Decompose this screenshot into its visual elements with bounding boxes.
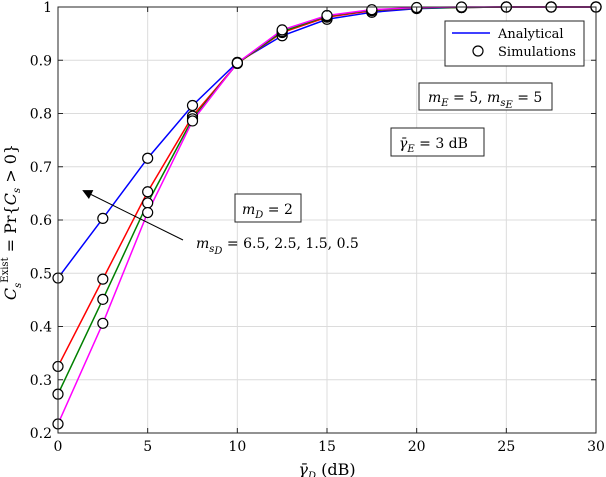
series-3-point [186, 115, 199, 127]
x-tick-label: 5 [143, 439, 152, 455]
series-0-point [97, 212, 109, 225]
series-3-point [231, 57, 243, 69]
x-tick-label: 0 [54, 439, 63, 455]
legend: Analytical Simulations [444, 20, 585, 67]
annotation-arrow [82, 190, 184, 241]
y-tick-label: 0.9 [30, 53, 52, 69]
series-3-point [97, 317, 109, 329]
svg-text:mD = 2: mD = 2 [242, 202, 293, 221]
series-0-point [142, 152, 154, 164]
series-0-point [186, 99, 199, 112]
y-axis-ticks: 0.2 0.3 0.4 0.5 0.6 0.7 0.8 0.9 1 [30, 0, 596, 442]
legend-simulations-label: Simulations [498, 45, 576, 60]
series-3-point [276, 24, 288, 36]
legend-analytical-label: Analytical [497, 27, 564, 42]
svg-text:mE = 5, msE = 5: mE = 5, msE = 5 [428, 90, 542, 111]
y-tick-label: 0.7 [30, 160, 52, 176]
x-tick-label: 20 [408, 439, 426, 455]
x-axis-ticks: 0 5 10 15 20 25 30 [54, 7, 605, 455]
series-3-point [321, 9, 333, 22]
x-tick-label: 25 [497, 439, 515, 455]
annotation-m-e: mE = 5, msE = 5 [418, 82, 553, 111]
y-tick-label: 0.8 [30, 107, 52, 123]
series-3-point [142, 206, 154, 219]
y-tick-label: 0.4 [30, 320, 52, 336]
series-2-point [97, 293, 109, 305]
y-tick-label: 0.3 [30, 373, 52, 389]
x-tick-label: 10 [228, 439, 246, 455]
x-axis-label: γ̄D (dB) [298, 460, 355, 477]
series-1-point [97, 273, 109, 285]
legend-simulations-marker [472, 45, 484, 57]
series-3-point [366, 4, 378, 16]
annotation-m-sd: msD = 6.5, 2.5, 1.5, 0.5 [196, 236, 359, 257]
annotation-gamma-e: γ̄E = 3 dB [390, 127, 485, 157]
legend-box [444, 20, 585, 67]
series-1-point [142, 186, 154, 198]
annotation-m-d: mD = 2 [234, 193, 302, 223]
x-tick-label: 30 [587, 439, 605, 455]
y-tick-label: 0.2 [30, 426, 52, 442]
y-tick-label: 0.6 [30, 213, 52, 229]
series-2-point [142, 197, 154, 209]
svg-text:γ̄E = 3 dB: γ̄E = 3 dB [399, 136, 468, 155]
y-tick-label: 0.5 [30, 266, 52, 282]
y-tick-label: 1 [43, 0, 52, 16]
x-tick-label: 15 [318, 439, 336, 455]
y-axis-label: CsExist = Pr{Cs > 0} [0, 144, 24, 300]
